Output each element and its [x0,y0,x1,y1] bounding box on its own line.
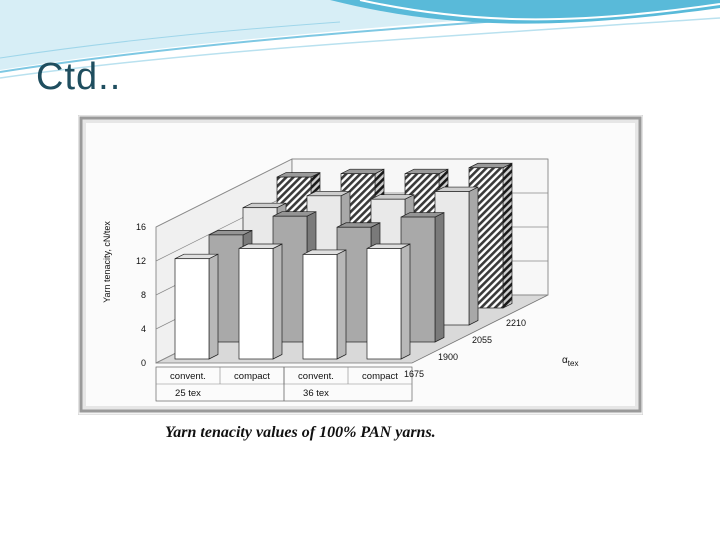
y-axis-ticks: 0 4 8 12 16 [136,222,146,368]
y-tick-label: 12 [136,256,146,266]
bar-1675-2 [302,249,347,360]
depth-series-label: 1900 [438,352,458,362]
y-tick-label: 4 [141,324,146,334]
depth-series-label: 2055 [472,335,492,345]
x-category-label: compact [362,371,398,382]
y-axis-label: Yarn tenacity, cN/tex [102,221,112,303]
y-tick-label: 8 [141,290,146,300]
x-group-label: 25 tex [175,388,201,399]
x-category-label: convent. [298,371,334,382]
slide-title: Ctd.. [36,56,122,98]
depth-series-label: 1675 [404,369,424,379]
depth-axis-labels: 1675 1900 2055 2210 [404,318,526,379]
y-tick-label: 16 [136,222,146,232]
bar-1675-1 [238,243,283,360]
x-category-label: convent. [170,371,206,382]
depth-series-label: 2210 [506,318,526,328]
bar-1675-3 [366,243,411,360]
y-tick-label: 0 [141,358,146,368]
chart-bars [174,162,513,360]
slide-header-swoosh [0,0,720,79]
x-axis-categories: convent. compact convent. compact 25 tex 36 t… [155,366,413,402]
tenacity-chart: 0 4 8 12 16 convent. compact convent. compact 25… [78,115,643,415]
bar-1675-0 [174,253,219,360]
x-group-label: 36 tex [303,388,329,399]
x-category-label: compact [234,371,270,382]
gridline [155,158,548,228]
depth-axis-label: αtex [562,355,578,368]
figure-caption: Yarn tenacity values of 100% PAN yarns. [165,424,436,441]
